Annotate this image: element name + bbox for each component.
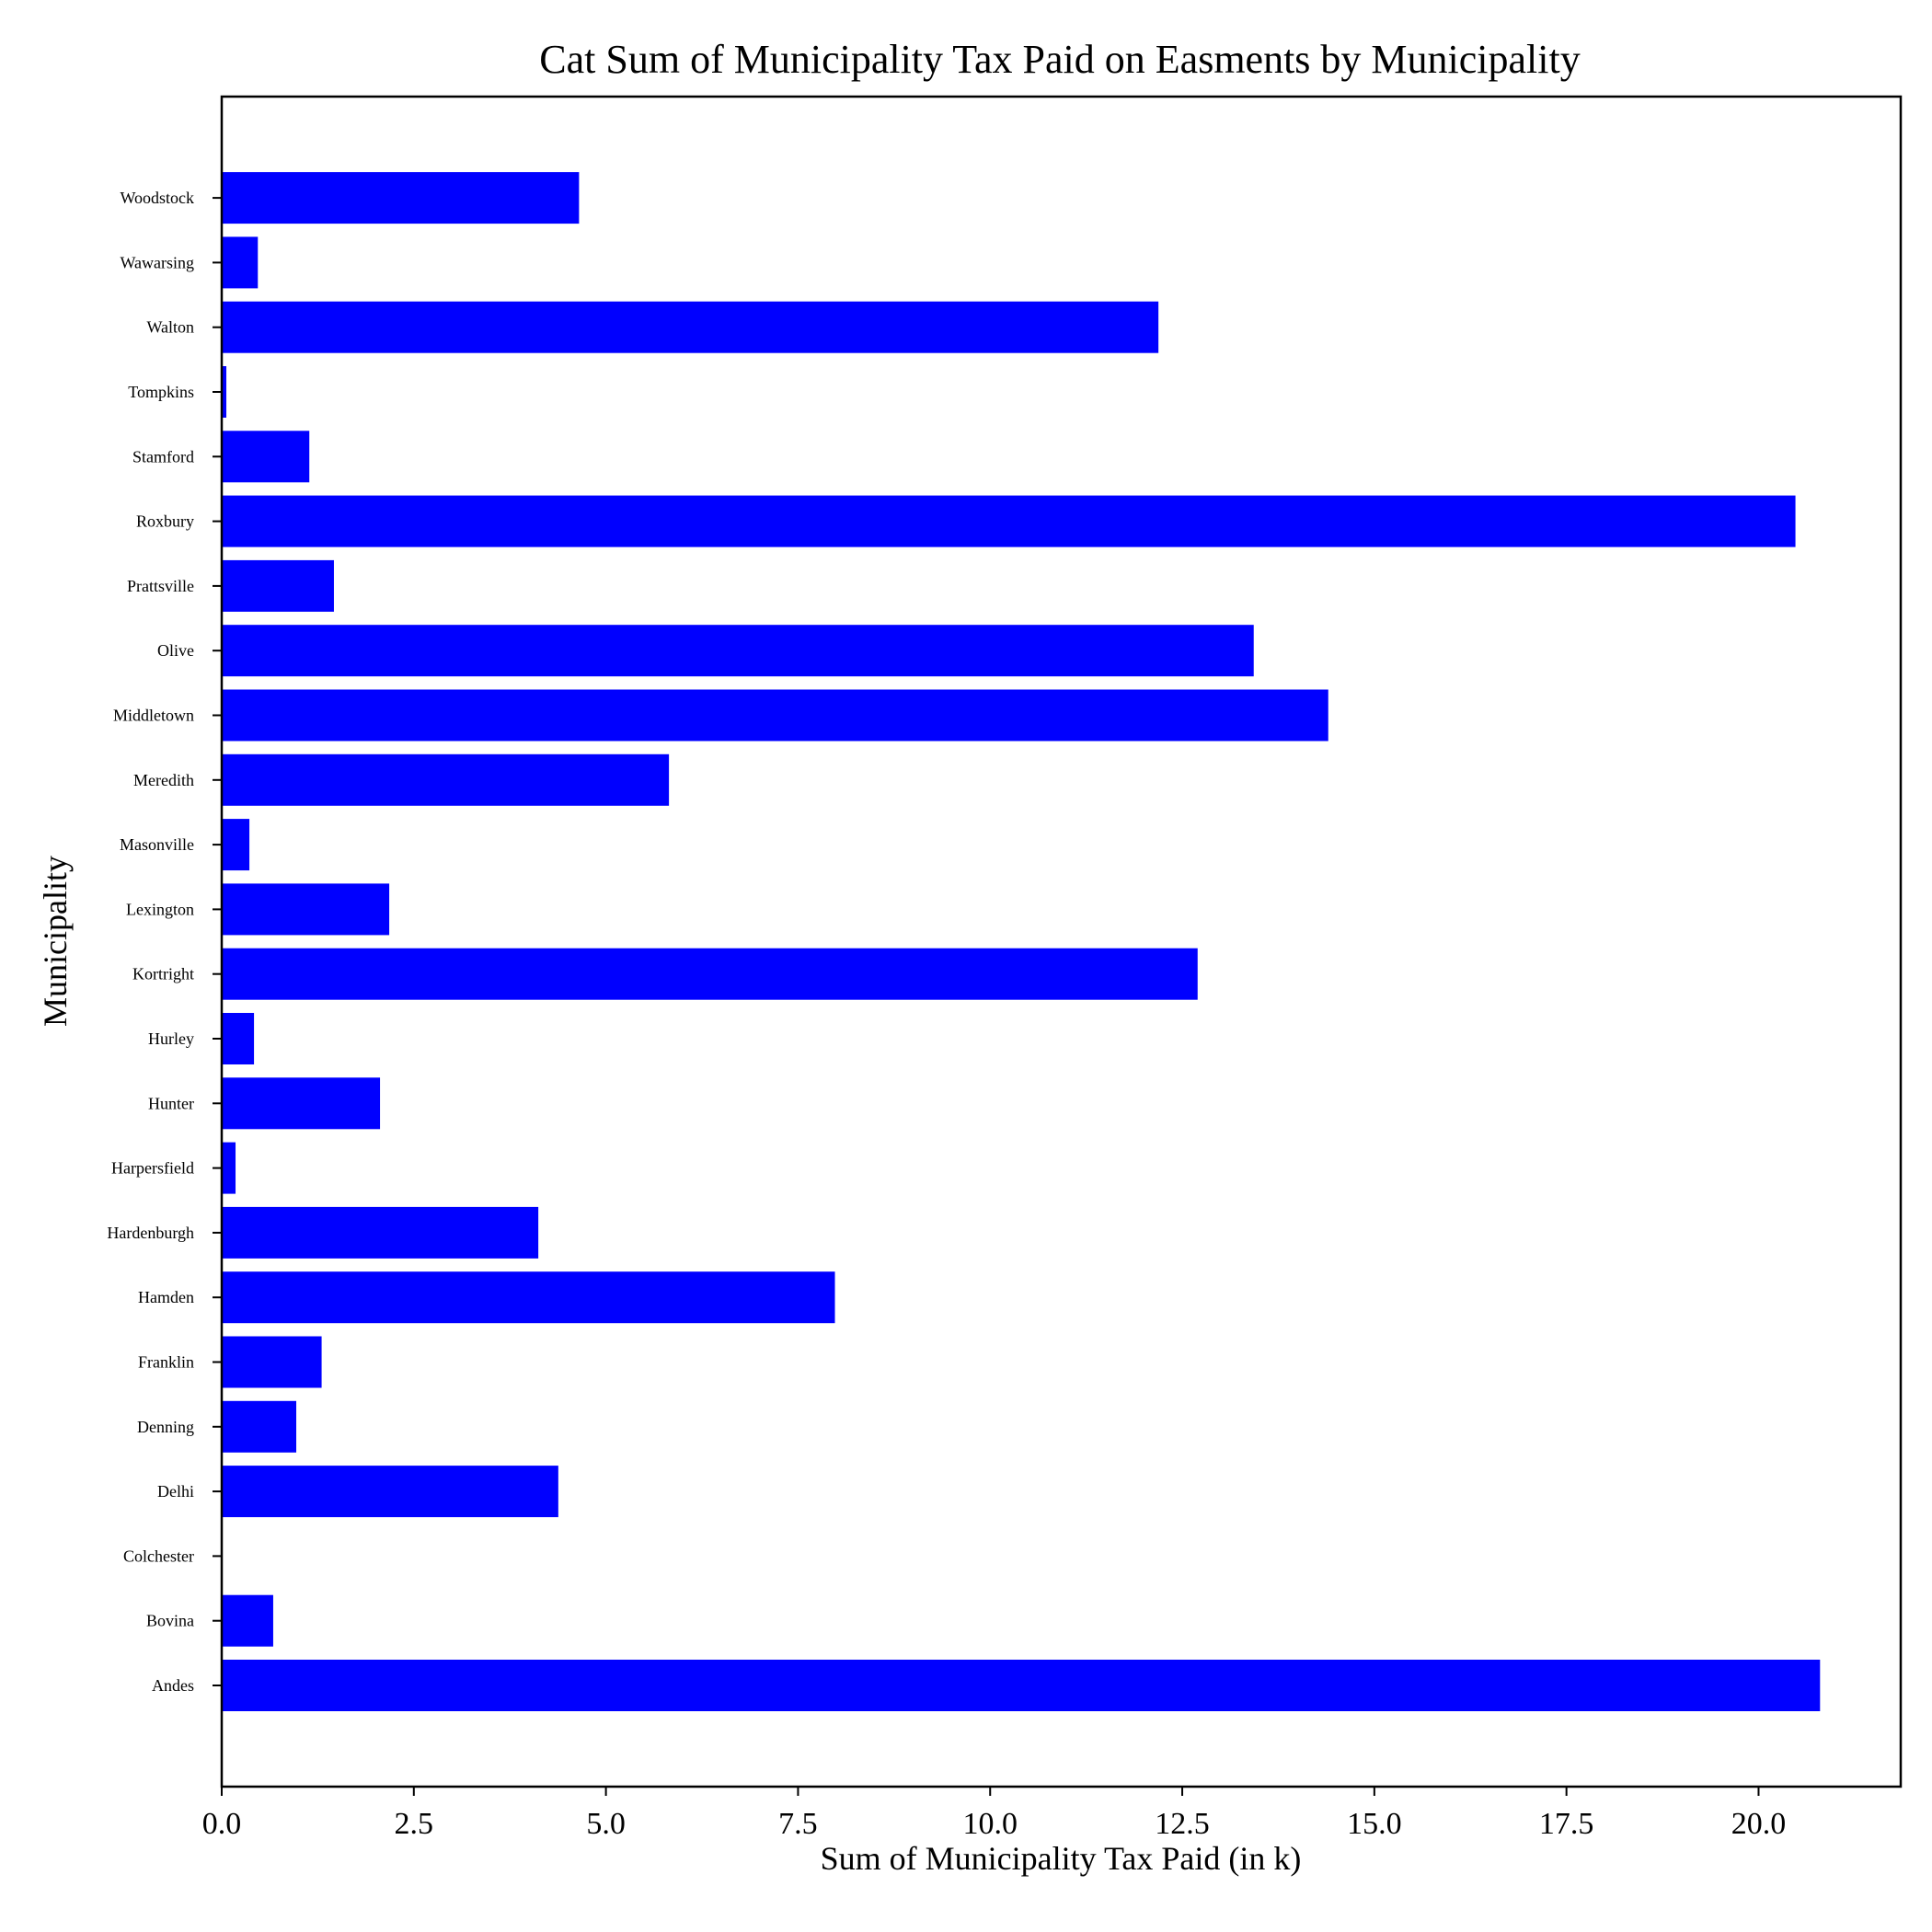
y-tick-label: Prattsville — [127, 577, 194, 595]
bar-denning — [222, 1400, 297, 1453]
bar-olive — [222, 625, 1254, 677]
bar-walton — [222, 301, 1159, 353]
bar-middletown — [222, 689, 1328, 742]
y-tick-label: Hamden — [138, 1288, 194, 1306]
x-axis-ticks: 0.0 2.5 5.0 7.5 10.0 12.5 15.0 17.5 20.0 — [202, 1787, 1786, 1841]
bar-tompkins — [222, 366, 227, 418]
bar-woodstock — [222, 172, 580, 224]
x-tick-label: 7.5 — [778, 1807, 818, 1841]
bar-franklin — [222, 1336, 322, 1388]
y-tick-label: Walton — [146, 318, 194, 337]
y-tick-label: Masonville — [120, 835, 194, 854]
bar-lexington — [222, 883, 390, 936]
y-tick-label: Bovina — [146, 1612, 194, 1630]
x-tick-label: 17.5 — [1539, 1807, 1594, 1841]
y-tick-label: Middletown — [113, 707, 194, 725]
y-tick-label: Harpersfield — [111, 1159, 194, 1178]
bar-masonville — [222, 819, 250, 871]
y-tick-label: Roxbury — [136, 512, 194, 531]
y-tick-label: Andes — [152, 1676, 194, 1695]
y-tick-label: Lexington — [126, 900, 194, 918]
y-tick-label: Meredith — [133, 771, 194, 789]
bar-hardenburgh — [222, 1206, 539, 1259]
bars-group — [222, 172, 1821, 1711]
y-tick-label: Kortright — [132, 965, 194, 983]
bar-prattsville — [222, 559, 334, 612]
y-tick-label: Hunter — [148, 1094, 194, 1112]
y-tick-label: Denning — [137, 1418, 194, 1436]
y-tick-label: Hardenburgh — [107, 1224, 194, 1242]
y-tick-label: Colchester — [123, 1547, 194, 1565]
y-tick-label: Woodstock — [120, 189, 194, 207]
y-axis-ticks: Andes Bovina Colchester Delhi Denning Frankli… — [107, 189, 222, 1695]
bar-roxbury — [222, 495, 1796, 547]
x-tick-label: 0.0 — [202, 1807, 242, 1841]
bar-bovina — [222, 1594, 273, 1647]
plot-frame — [220, 95, 1903, 1788]
y-tick-label: Franklin — [138, 1353, 194, 1372]
chart-title: Cat Sum of Municipality Tax Paid on Easm… — [539, 37, 1580, 82]
bar-kortright — [222, 948, 1198, 1000]
y-tick-label: Tompkins — [128, 383, 194, 401]
y-tick-label: Stamford — [132, 447, 194, 466]
bar-hunter — [222, 1077, 381, 1130]
bar-harpersfield — [222, 1142, 236, 1194]
y-tick-label: Olive — [157, 641, 194, 660]
bar-hurley — [222, 1013, 255, 1064]
x-axis-label: Sum of Municipality Tax Paid (in k) — [821, 1840, 1302, 1877]
y-tick-label: Wawarsing — [120, 253, 194, 271]
x-tick-label: 20.0 — [1731, 1807, 1787, 1841]
y-tick-label: Delhi — [157, 1482, 194, 1501]
bar-wawarsing — [222, 236, 259, 289]
x-tick-label: 2.5 — [395, 1807, 434, 1841]
bar-andes — [222, 1660, 1821, 1711]
y-tick-label: Hurley — [148, 1029, 194, 1048]
x-tick-label: 10.0 — [962, 1807, 1018, 1841]
bar-meredith — [222, 753, 670, 806]
bar-delhi — [222, 1466, 558, 1518]
bar-stamford — [222, 431, 310, 483]
bar-hamden — [222, 1271, 835, 1324]
x-tick-label: 15.0 — [1347, 1807, 1402, 1841]
y-axis-label: Municipality — [37, 856, 74, 1027]
x-tick-label: 12.5 — [1155, 1807, 1210, 1841]
x-tick-label: 5.0 — [586, 1807, 626, 1841]
